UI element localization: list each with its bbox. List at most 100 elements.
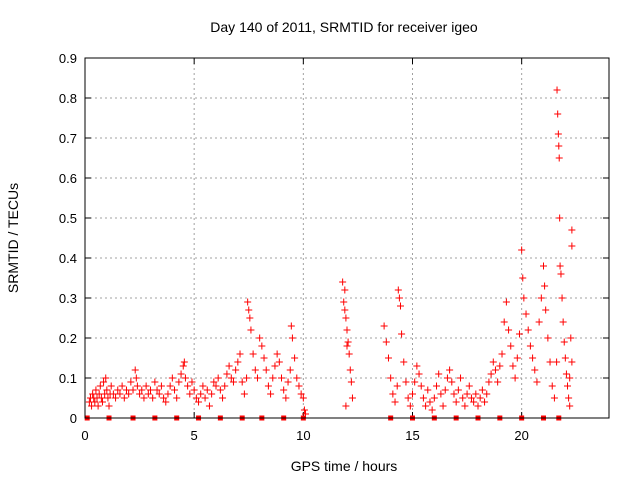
data-point bbox=[166, 382, 174, 390]
data-point bbox=[347, 378, 355, 386]
grid bbox=[85, 58, 609, 418]
data-point bbox=[88, 402, 96, 410]
data-point bbox=[553, 86, 561, 94]
data-point bbox=[391, 398, 399, 406]
data-point bbox=[568, 226, 576, 234]
data-point bbox=[526, 342, 534, 350]
data-point bbox=[203, 386, 211, 394]
data-point bbox=[505, 326, 513, 334]
data-point bbox=[415, 370, 423, 378]
data-point bbox=[406, 402, 414, 410]
data-point bbox=[112, 394, 120, 402]
data-point bbox=[566, 402, 574, 410]
data-point bbox=[120, 394, 128, 402]
data-point bbox=[491, 366, 499, 374]
data-point bbox=[297, 390, 305, 398]
y-axis-label: SRMTID / TECUs bbox=[5, 183, 21, 293]
data-point bbox=[537, 294, 545, 302]
data-point bbox=[419, 394, 427, 402]
data-point bbox=[131, 366, 139, 374]
data-point bbox=[287, 322, 295, 330]
data-point bbox=[394, 286, 402, 294]
data-point bbox=[234, 358, 242, 366]
data-point bbox=[566, 374, 574, 382]
data-point bbox=[340, 298, 348, 306]
data-point bbox=[395, 294, 403, 302]
axis-ticks bbox=[84, 57, 609, 419]
data-point bbox=[494, 378, 502, 386]
data-point bbox=[467, 394, 475, 402]
data-point bbox=[450, 390, 458, 398]
x-tick-label: 5 bbox=[191, 428, 198, 443]
data-point bbox=[282, 394, 290, 402]
data-point bbox=[219, 394, 227, 402]
x-axis-label: GPS time / hours bbox=[291, 458, 398, 474]
data-point bbox=[518, 246, 526, 254]
data-point bbox=[142, 382, 150, 390]
data-point bbox=[212, 382, 220, 390]
data-point bbox=[437, 390, 445, 398]
data-point bbox=[105, 402, 113, 410]
data-point bbox=[489, 358, 497, 366]
data-point bbox=[275, 358, 283, 366]
data-point bbox=[177, 370, 185, 378]
data-point bbox=[179, 362, 187, 370]
data-point bbox=[278, 374, 285, 382]
data-point bbox=[439, 402, 447, 410]
data-point bbox=[380, 322, 388, 330]
data-point bbox=[345, 350, 353, 358]
data-point bbox=[186, 390, 194, 398]
chart-title: Day 140 of 2011, SRMTID for receiver ige… bbox=[210, 19, 478, 35]
data-point bbox=[299, 394, 307, 402]
data-point bbox=[409, 390, 416, 398]
data-point bbox=[173, 394, 181, 402]
data-point bbox=[175, 378, 183, 386]
data-point bbox=[417, 382, 425, 390]
data-point bbox=[561, 354, 569, 362]
data-point bbox=[253, 374, 261, 382]
data-point bbox=[481, 398, 489, 406]
data-point bbox=[140, 394, 148, 402]
data-point bbox=[448, 378, 456, 386]
data-point bbox=[430, 394, 438, 402]
data-point bbox=[461, 402, 469, 410]
data-point bbox=[251, 366, 259, 374]
y-tick-label: 0 bbox=[70, 411, 77, 426]
data-point bbox=[502, 298, 510, 306]
data-point bbox=[122, 386, 130, 394]
data-point bbox=[229, 378, 237, 386]
data-point bbox=[546, 358, 554, 366]
data-point bbox=[288, 334, 296, 342]
y-tick-label: 0.5 bbox=[59, 211, 77, 226]
data-point bbox=[457, 374, 465, 382]
data-point bbox=[559, 318, 567, 326]
data-point bbox=[94, 402, 102, 410]
data-point bbox=[273, 350, 281, 358]
data-point bbox=[300, 406, 308, 414]
y-tick-label: 0.4 bbox=[59, 251, 77, 266]
data-point bbox=[498, 350, 506, 358]
data-point bbox=[201, 394, 209, 402]
data-point bbox=[465, 382, 473, 390]
data-point bbox=[535, 318, 543, 326]
data-point bbox=[162, 398, 170, 406]
data-point bbox=[147, 386, 154, 394]
plot-frame bbox=[84, 57, 610, 419]
data-point bbox=[286, 366, 294, 374]
data-point bbox=[208, 390, 216, 398]
data-point bbox=[89, 390, 97, 398]
tick-labels: 0 0.1 0.2 0.3 0.4 0.5 0.6 0.7 0.8 0.9 0 5 10 15 20 bbox=[59, 51, 529, 443]
data-point bbox=[520, 294, 528, 302]
data-point bbox=[188, 378, 196, 386]
data-point bbox=[483, 390, 491, 398]
data-point bbox=[443, 374, 451, 382]
data-point bbox=[544, 334, 552, 342]
data-points bbox=[84, 86, 576, 421]
data-point bbox=[568, 242, 576, 250]
data-point bbox=[470, 398, 478, 406]
y-tick-label: 0.3 bbox=[59, 291, 77, 306]
data-point bbox=[540, 262, 547, 270]
data-point bbox=[522, 310, 530, 318]
data-point bbox=[341, 306, 349, 314]
